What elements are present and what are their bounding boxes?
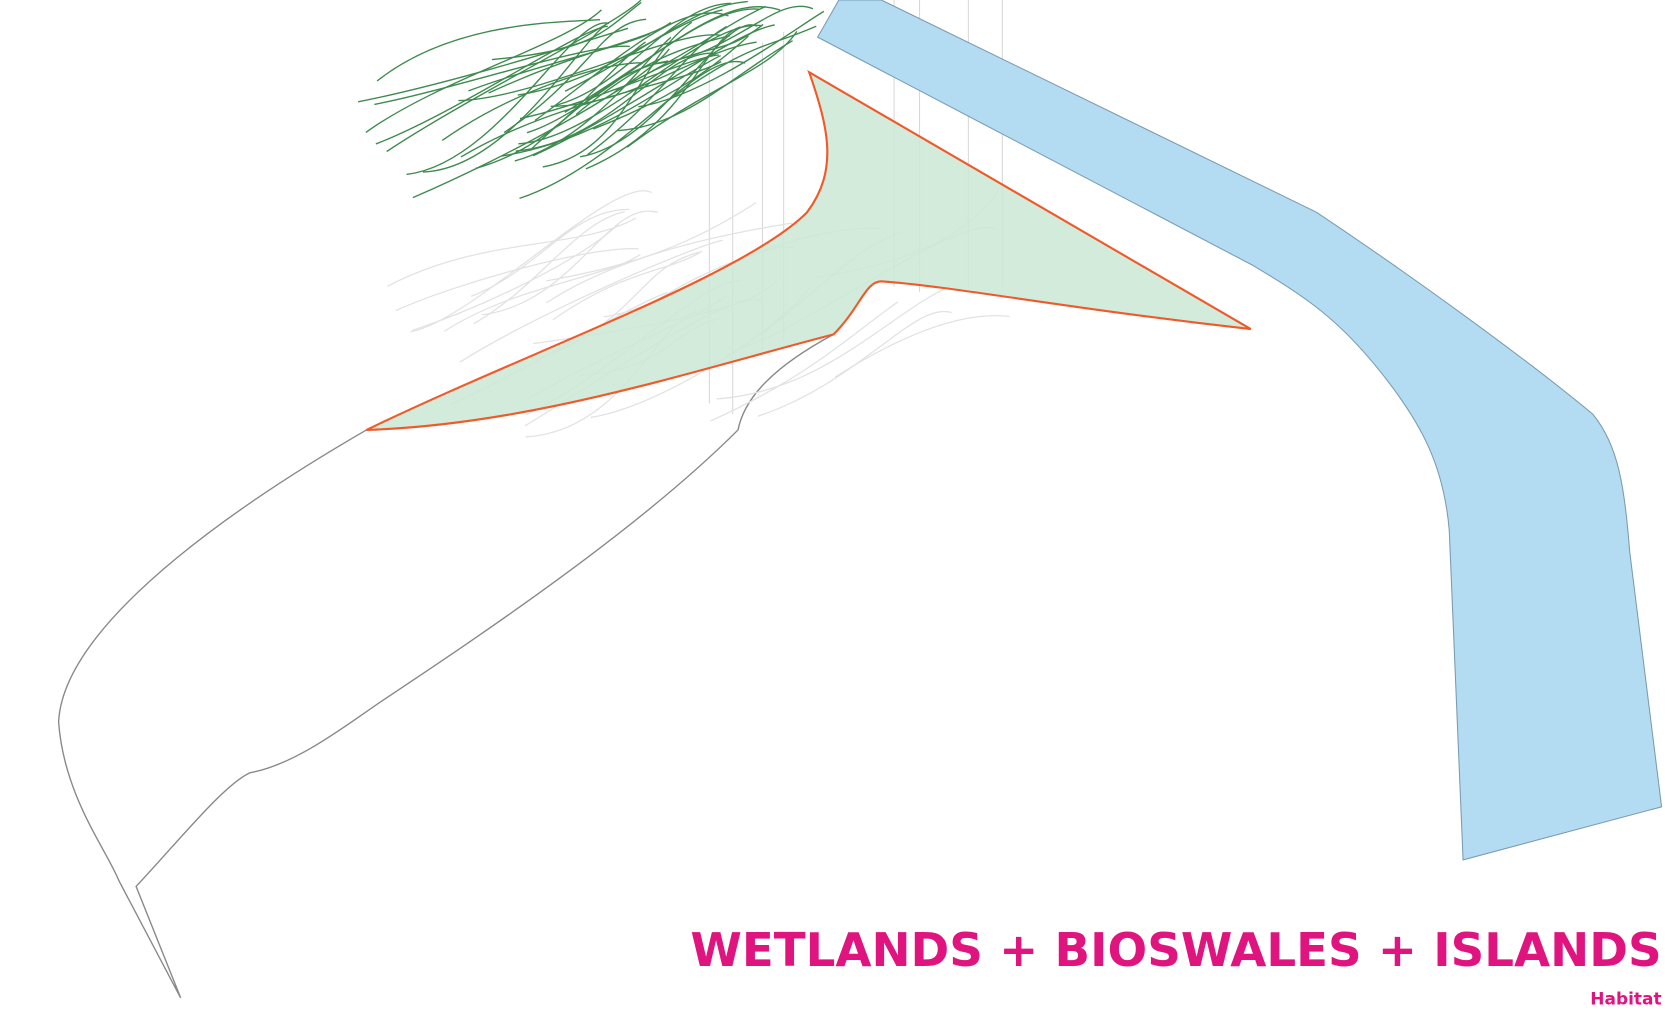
strand [406, 22, 610, 176]
strand [386, 0, 642, 153]
strand [757, 310, 952, 417]
strand [526, 8, 760, 134]
land-outline [57, 333, 834, 999]
strand [481, 210, 658, 316]
strand [585, 26, 741, 170]
strand [376, 19, 601, 82]
strand [545, 222, 793, 304]
strand [375, 25, 608, 145]
strand [470, 208, 630, 297]
strand [546, 202, 757, 282]
strand [460, 60, 722, 158]
strand [710, 301, 898, 422]
strand [587, 25, 727, 156]
strand [365, 9, 602, 134]
strand [387, 217, 637, 287]
strand [638, 10, 825, 108]
strand [517, 9, 723, 96]
strand [395, 248, 639, 312]
strand [532, 24, 775, 157]
strand [441, 62, 642, 142]
strand [459, 239, 723, 363]
strand [542, 21, 693, 168]
strand [503, 18, 647, 134]
strand [617, 40, 793, 132]
strand [422, 21, 610, 173]
strand [626, 30, 798, 148]
strand [554, 2, 732, 107]
strand [534, 12, 729, 121]
strand [514, 36, 672, 162]
title: WETLANDS + BIOSWALES + ISLANDS [690, 924, 1661, 978]
strand [412, 223, 620, 332]
strand [552, 252, 701, 321]
wetland [366, 69, 1252, 432]
river [816, 0, 1663, 861]
strand [501, 54, 721, 157]
strand [491, 1, 642, 61]
subtitle: Habitat [1590, 989, 1661, 1009]
strand [358, 27, 629, 103]
strand [410, 190, 652, 333]
vegetation-strands [358, 0, 825, 200]
strand [458, 34, 721, 102]
strand [550, 41, 757, 107]
strand [834, 314, 1010, 378]
strand [615, 5, 767, 92]
strand [665, 25, 817, 103]
strand [473, 211, 625, 325]
strand [564, 0, 748, 92]
strand [716, 285, 950, 400]
strand [468, 32, 651, 92]
strand [488, 21, 672, 94]
